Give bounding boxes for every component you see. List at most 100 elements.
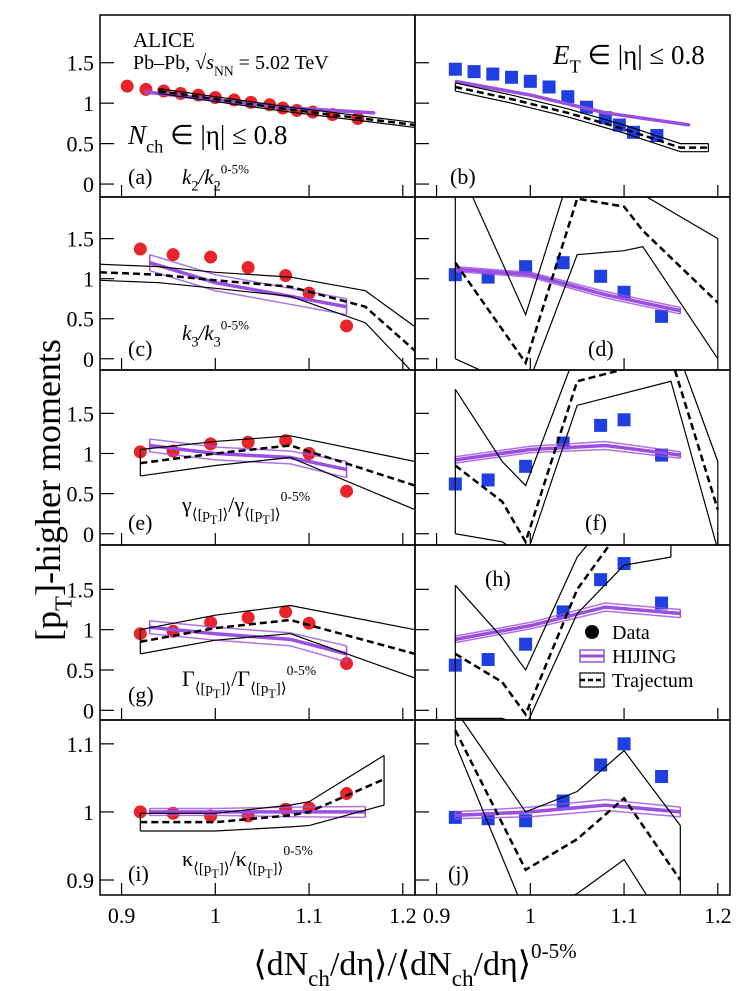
band-edge xyxy=(140,604,415,631)
text-part: k xyxy=(182,321,192,345)
y-tick-label: 1.1 xyxy=(67,732,95,757)
data-point xyxy=(542,80,556,94)
text-part: N xyxy=(127,120,148,150)
text-part: 2 xyxy=(214,179,221,195)
model-line xyxy=(149,443,347,472)
data-point xyxy=(302,286,316,300)
data-point xyxy=(556,256,570,270)
y-tick-label: 1 xyxy=(83,800,94,825)
band-edge xyxy=(100,279,412,370)
y-tick-label: 0.5 xyxy=(67,658,95,683)
data-point xyxy=(655,770,669,784)
data-point xyxy=(519,459,533,473)
y-tick-label: 1 xyxy=(83,91,94,116)
text-part: 3 xyxy=(191,335,198,351)
x-tick-label: 0.9 xyxy=(108,903,136,928)
y-tick-label: 0.9 xyxy=(67,868,95,893)
data-point xyxy=(481,473,495,487)
band-edge xyxy=(455,90,709,153)
band-edge xyxy=(140,456,415,511)
y-tick-label: 0 xyxy=(83,172,94,197)
band-edge xyxy=(158,88,415,124)
data-point xyxy=(617,557,631,571)
y-tick-label: 0 xyxy=(83,347,94,372)
model-line xyxy=(140,778,385,824)
band-edge xyxy=(455,610,681,644)
panel-label: (h) xyxy=(485,566,511,591)
text-part: T xyxy=(211,867,219,881)
band-edge xyxy=(140,435,415,463)
panel-label: (d) xyxy=(588,336,614,361)
text-part: 0-5% xyxy=(221,318,249,333)
text-part: ch xyxy=(146,137,163,157)
model-line xyxy=(455,443,681,462)
data-point xyxy=(241,611,255,625)
data-point xyxy=(204,437,218,451)
rich-text: Pb–Pb, √sNN = 5.02 TeV xyxy=(133,52,329,78)
text-part: ]⟩ xyxy=(273,861,284,877)
text-part: ⟨[p xyxy=(193,861,211,877)
text-part: ⟨[p xyxy=(192,507,210,523)
model-line xyxy=(454,370,720,545)
text-part: ch xyxy=(308,966,330,991)
band-edge xyxy=(140,754,385,814)
panel-label: (f) xyxy=(585,510,607,535)
text-part: /dη⟩/⟨dN xyxy=(330,946,452,983)
text-part: ch xyxy=(452,966,474,991)
rich-text: [pT]-higher moments xyxy=(28,339,77,641)
data-point xyxy=(594,418,608,432)
data-point xyxy=(655,309,669,323)
text-part: E xyxy=(552,40,570,70)
text-part: 2 xyxy=(191,179,198,195)
text-part: ]⟩ xyxy=(220,681,231,697)
data-point xyxy=(241,435,255,449)
band-edge xyxy=(149,814,366,819)
data-point xyxy=(519,637,533,651)
x-tick-label: 1.2 xyxy=(389,903,417,928)
legend-label: Trajectum xyxy=(612,670,694,692)
y-tick-label: 1.5 xyxy=(67,227,95,252)
text-part: ⟨[p xyxy=(195,681,213,697)
panel-frame xyxy=(414,544,731,721)
panel-label: (b) xyxy=(450,164,476,189)
data-point xyxy=(204,615,218,629)
model-line xyxy=(454,605,681,642)
plot-area xyxy=(448,197,719,370)
text-part: ∈ |η| ≤ 0.8 xyxy=(581,40,705,70)
band-edge xyxy=(140,633,415,679)
panel-label: (j) xyxy=(448,861,469,886)
data-point xyxy=(617,413,631,427)
x-tick-label: 1 xyxy=(210,903,221,928)
data-point xyxy=(279,605,293,619)
plot-area xyxy=(448,720,682,895)
text-part: s xyxy=(206,52,214,74)
model-line xyxy=(455,85,709,149)
data-point xyxy=(594,573,608,587)
text-part: /γ xyxy=(228,492,244,517)
text-part: ⟨[p xyxy=(244,507,262,523)
rich-text: k2/k20-5% xyxy=(182,162,249,195)
band-edge xyxy=(149,269,347,316)
data-point xyxy=(486,67,500,81)
model-line xyxy=(454,197,719,366)
data-point xyxy=(279,434,293,448)
data-point xyxy=(448,62,462,76)
plot-area xyxy=(133,754,385,832)
band-edge xyxy=(149,805,366,810)
data-point xyxy=(561,90,575,104)
text-part: = 5.02 TeV xyxy=(234,52,330,74)
band-edge xyxy=(454,743,648,895)
text-part: k xyxy=(182,165,192,189)
model-line xyxy=(100,271,415,352)
model-line xyxy=(454,79,690,127)
x-tick-label: 1.1 xyxy=(295,903,323,928)
band-edge xyxy=(158,92,415,129)
text-part: /κ xyxy=(230,846,247,871)
band-edge xyxy=(455,380,718,545)
text-part: γ xyxy=(181,492,192,517)
text-part: 0-5% xyxy=(531,939,577,963)
text-part: ⟨dN xyxy=(253,946,308,983)
band-edge xyxy=(455,440,681,458)
text-part: ⟨[p xyxy=(247,861,265,877)
model-line xyxy=(149,261,347,309)
